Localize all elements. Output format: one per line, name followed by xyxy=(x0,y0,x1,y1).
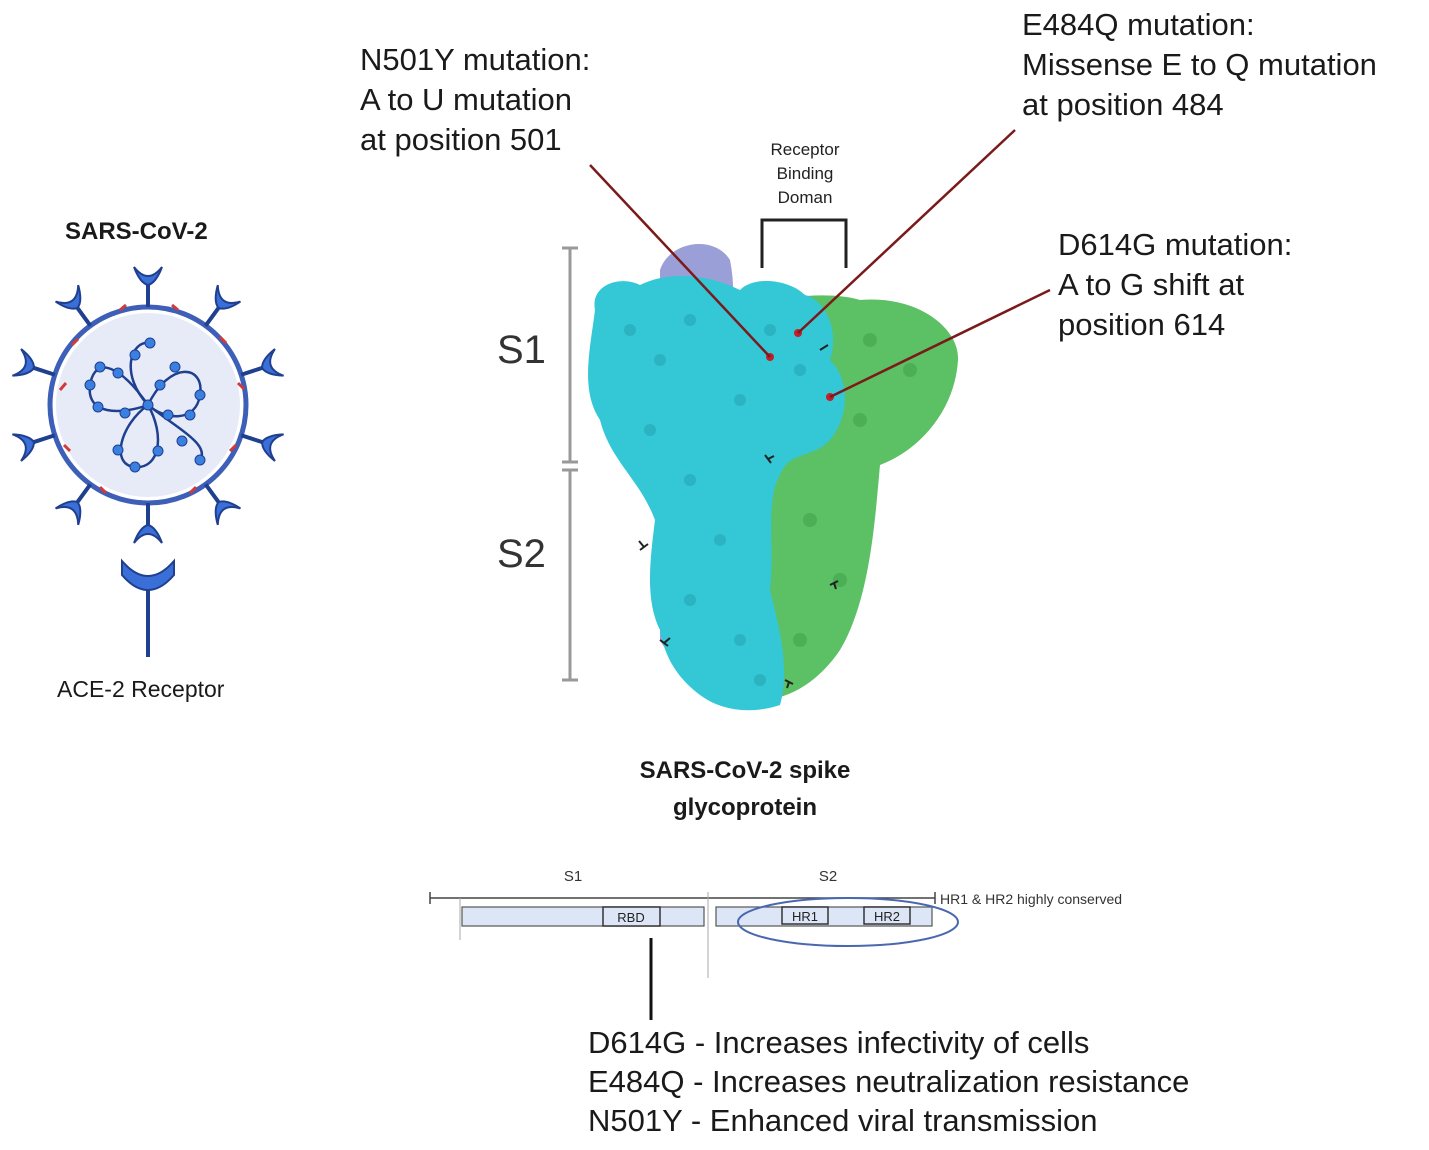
conserved-note: HR1 & HR2 highly conserved xyxy=(940,891,1122,907)
e484q-line3: at position 484 xyxy=(1022,87,1224,122)
spike-chain-cyan xyxy=(588,275,845,711)
n501y-line3: at position 501 xyxy=(360,122,562,157)
rna-nodes xyxy=(84,337,206,473)
e484q-annotation: E484Q mutation: Missense E to Q mutation… xyxy=(1022,5,1377,125)
d614g-line1: D614G mutation: xyxy=(1058,227,1293,262)
domain-map: S1 S2 HR1 & HR2 highly conserved RBD HR1… xyxy=(429,868,1122,1020)
virus-spikes xyxy=(12,266,284,544)
rbd-label-line1: Receptor xyxy=(770,140,840,159)
rbd-text: RBD xyxy=(617,910,644,925)
map-s2-label: S2 xyxy=(819,868,837,885)
effect-d614g: D614G - Increases infectivity of cells xyxy=(588,1025,1090,1060)
d614g-line3: position 614 xyxy=(1058,307,1226,342)
rbd-label-line3: Doman xyxy=(777,188,833,207)
rbd-label: Receptor Binding Doman xyxy=(745,138,865,210)
green-texture xyxy=(793,333,917,647)
hr2-text: HR2 xyxy=(874,909,900,924)
e484q-leader xyxy=(797,129,1016,334)
receptor-label: ACE-2 Receptor xyxy=(57,676,225,702)
conserved-ellipse xyxy=(737,897,959,947)
hr2-box xyxy=(863,906,911,925)
virus-illustration xyxy=(12,266,284,657)
s1-segment xyxy=(461,906,705,927)
hr1-box xyxy=(781,906,829,925)
s2-scale-bar xyxy=(562,468,578,682)
virus-title: SARS-CoV-2 xyxy=(65,218,208,245)
spike-caption: SARS-CoV-2 spike glycoprotein xyxy=(600,752,890,826)
n501y-line1: N501Y mutation: xyxy=(360,42,591,77)
d614g-leader xyxy=(829,288,1051,399)
d614g-annotation: D614G mutation: A to G shift at position… xyxy=(1058,225,1292,345)
d614g-line2: A to G shift at xyxy=(1058,267,1245,302)
rbd-bracket xyxy=(760,218,848,268)
e484q-line1: E484Q mutation: xyxy=(1022,7,1255,42)
e484q-line2: Missense E to Q mutation xyxy=(1022,47,1377,82)
spike-structure xyxy=(562,218,959,711)
spike-caption-line1: SARS-CoV-2 spike xyxy=(639,757,851,784)
glycans xyxy=(638,344,839,689)
spike-texture xyxy=(624,314,806,686)
ace2-receptor xyxy=(121,558,175,657)
map-s1-label: S1 xyxy=(564,868,582,885)
membrane-proteins xyxy=(58,303,246,495)
s1-label: S1 xyxy=(497,328,546,372)
n501y-annotation: N501Y mutation: A to U mutation at posit… xyxy=(360,40,590,160)
effect-e484q: E484Q - Increases neutralization resista… xyxy=(588,1064,1190,1099)
n501y-line2: A to U mutation xyxy=(360,82,572,117)
s2-label: S2 xyxy=(497,532,546,576)
hr1-text: HR1 xyxy=(792,909,818,924)
rbd-box xyxy=(602,906,661,927)
rbd-label-line2: Binding xyxy=(776,164,834,183)
effect-n501y: N501Y - Enhanced viral transmission xyxy=(588,1103,1098,1138)
spike-caption-line2: glycoprotein xyxy=(672,794,817,821)
s1-scale-bar xyxy=(562,246,578,464)
n501y-leader xyxy=(589,164,771,358)
mutation-effects: D614G - Increases infectivity of cells E… xyxy=(588,1023,1189,1140)
